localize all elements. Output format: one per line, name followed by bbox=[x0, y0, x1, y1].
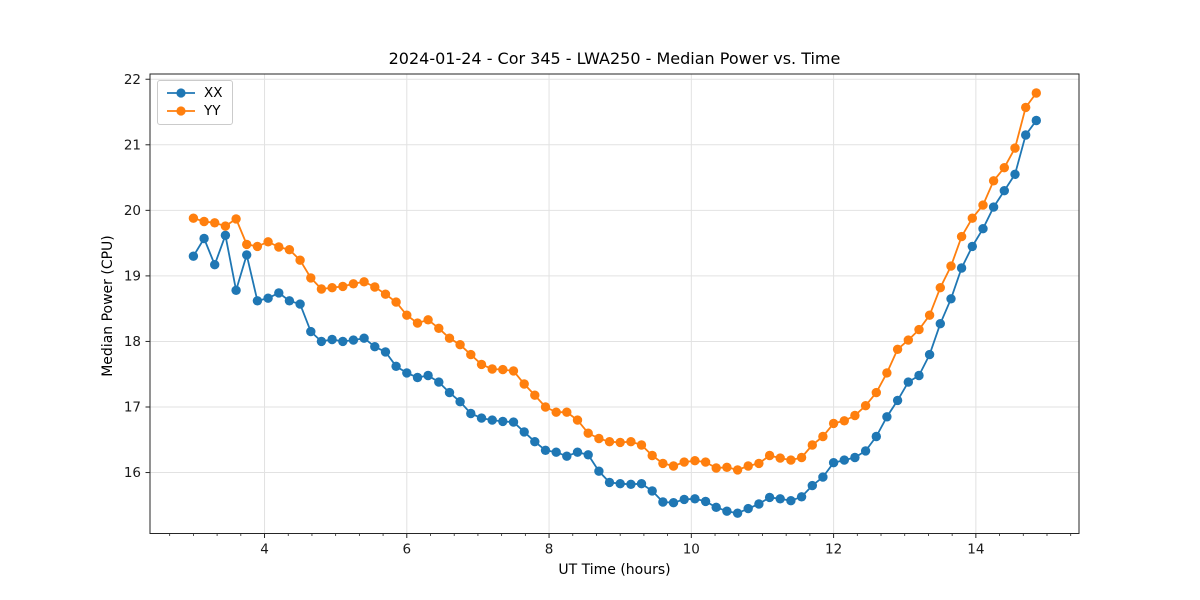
legend-label-xx: XX bbox=[204, 85, 223, 101]
legend: XX YY bbox=[157, 80, 233, 125]
legend-label-yy: YY bbox=[204, 103, 221, 119]
svg-text:12: 12 bbox=[825, 542, 842, 558]
svg-text:8: 8 bbox=[545, 542, 554, 558]
legend-marker-xx-icon bbox=[167, 88, 195, 98]
svg-text:20: 20 bbox=[124, 203, 141, 219]
svg-text:19: 19 bbox=[124, 268, 141, 284]
svg-text:10: 10 bbox=[683, 542, 700, 558]
svg-text:18: 18 bbox=[124, 334, 141, 350]
svg-text:4: 4 bbox=[260, 542, 269, 558]
legend-marker-yy-icon bbox=[167, 106, 195, 116]
svg-text:22: 22 bbox=[124, 72, 141, 88]
svg-text:14: 14 bbox=[967, 542, 984, 558]
chart-title: 2024-01-24 - Cor 345 - LWA250 - Median P… bbox=[388, 49, 841, 68]
svg-text:6: 6 bbox=[402, 542, 411, 558]
svg-text:16: 16 bbox=[124, 465, 141, 481]
legend-item-yy: YY bbox=[165, 103, 223, 119]
svg-text:21: 21 bbox=[124, 137, 141, 153]
svg-text:17: 17 bbox=[124, 400, 141, 416]
x-axis-label: UT Time (hours) bbox=[558, 562, 671, 578]
legend-item-xx: XX bbox=[165, 85, 223, 101]
